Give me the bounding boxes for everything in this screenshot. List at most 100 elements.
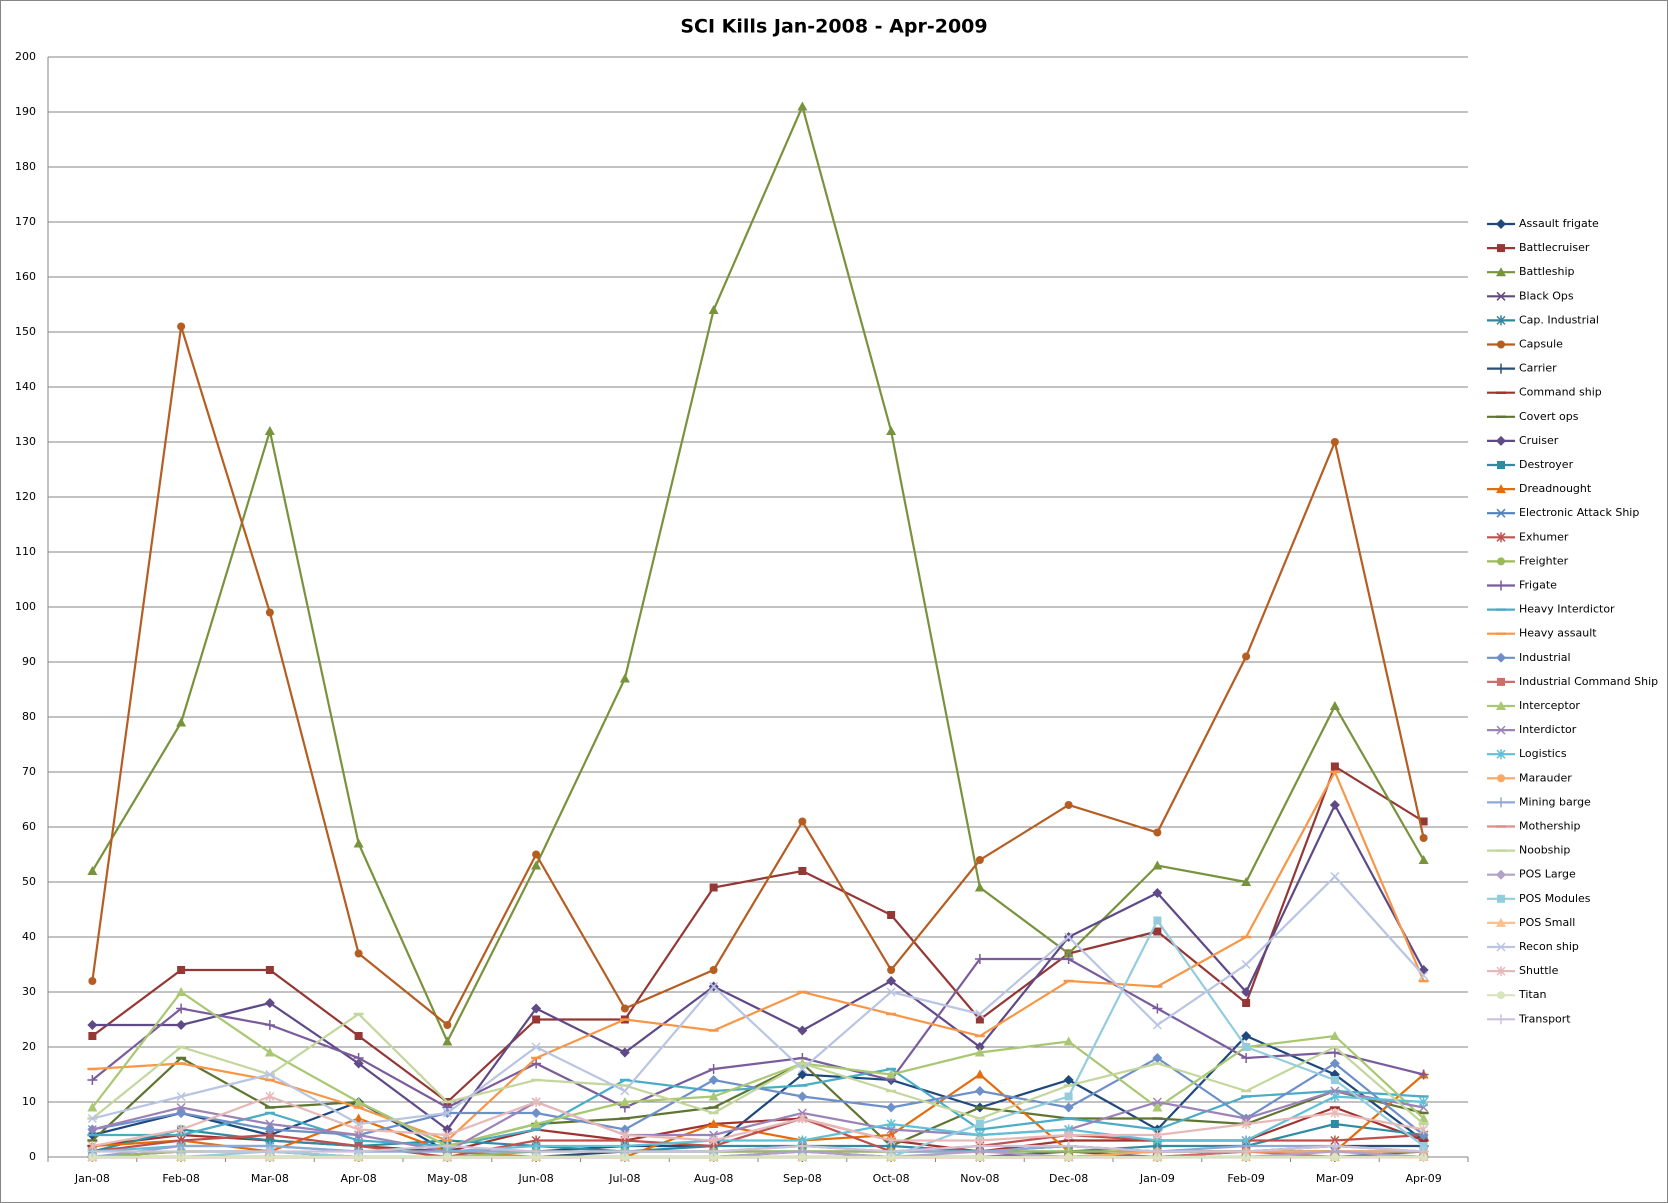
data-point	[1329, 701, 1340, 710]
data-point	[620, 1004, 629, 1013]
data-point	[443, 1153, 452, 1161]
data-point	[531, 1119, 542, 1128]
data-point	[887, 911, 896, 919]
data-point	[265, 1069, 275, 1080]
x-tick-label: Jan-09	[1139, 1172, 1175, 1185]
legend-marker	[1497, 774, 1505, 783]
legend-label: Exhumer	[1519, 530, 1569, 543]
x-tick-label: Oct-08	[873, 1172, 910, 1185]
data-point	[886, 976, 897, 986]
data-point	[1330, 871, 1340, 882]
data-point	[797, 1113, 807, 1124]
data-point	[1153, 916, 1162, 925]
data-point	[708, 305, 719, 314]
y-tick-label: 110	[15, 545, 36, 558]
legend-marker	[1496, 749, 1506, 760]
series-line	[92, 1144, 1424, 1153]
legend-marker	[1497, 894, 1505, 903]
x-tick-label: Nov-08	[960, 1172, 999, 1185]
series-line	[91, 1056, 1424, 1148]
legend-marker	[1496, 363, 1506, 374]
data-point	[532, 850, 541, 859]
y-tick-label: 200	[15, 50, 36, 63]
series-line	[91, 957, 1424, 1109]
data-point	[1329, 1047, 1340, 1058]
data-point	[442, 1036, 453, 1046]
data-point	[709, 966, 718, 974]
data-point	[531, 860, 542, 870]
data-point	[177, 1153, 186, 1161]
data-point	[708, 1146, 719, 1157]
data-point	[1419, 1142, 1428, 1150]
data-point	[708, 1091, 719, 1101]
data-point	[177, 322, 186, 331]
data-point	[886, 426, 897, 435]
data-point	[1152, 1020, 1162, 1030]
legend-label: Mining barge	[1519, 795, 1591, 808]
data-point	[798, 817, 807, 826]
data-point	[975, 856, 984, 864]
data-point	[1419, 1097, 1429, 1107]
data-point	[1152, 888, 1163, 898]
data-point	[1329, 1058, 1340, 1069]
data-point	[709, 981, 719, 992]
data-point	[1419, 1153, 1428, 1161]
data-point	[264, 1146, 275, 1157]
data-point	[1241, 1119, 1251, 1129]
data-point	[975, 1120, 984, 1128]
data-point	[265, 1119, 275, 1129]
legend-label: Cruiser	[1519, 434, 1559, 447]
legend-label: Heavy Interdictor	[1519, 603, 1615, 616]
data-point	[353, 1053, 364, 1063]
data-point	[797, 1064, 807, 1074]
y-tick-label: 50	[22, 875, 36, 888]
data-point	[1063, 1141, 1074, 1151]
data-point	[87, 1113, 97, 1124]
data-point	[88, 1032, 97, 1040]
data-point	[1153, 1142, 1162, 1150]
data-point	[886, 987, 896, 997]
legend-label: Battlecruiser	[1519, 241, 1590, 254]
legend-marker	[1497, 244, 1505, 253]
x-tick-label: Sep-08	[783, 1172, 822, 1185]
x-tick-label: Aug-08	[694, 1172, 733, 1185]
data-point	[1152, 1003, 1163, 1014]
data-point	[531, 1097, 541, 1107]
data-point	[1153, 828, 1162, 837]
legend-label: Covert ops	[1519, 410, 1579, 423]
legend-label: Noobship	[1519, 844, 1570, 857]
legend-marker	[1496, 291, 1506, 301]
data-point	[1330, 1153, 1339, 1161]
data-point	[353, 1058, 364, 1069]
data-point	[886, 1102, 897, 1113]
legend-marker	[1496, 508, 1506, 518]
legend-label: Shuttle	[1519, 964, 1559, 977]
data-point	[797, 1141, 808, 1151]
data-point	[974, 1141, 985, 1151]
legend-marker	[1496, 484, 1506, 494]
data-point	[1330, 1091, 1340, 1102]
data-point	[264, 998, 275, 1008]
data-point	[176, 987, 187, 996]
data-point	[353, 838, 364, 848]
data-point	[87, 866, 98, 875]
data-point	[798, 1153, 807, 1161]
data-point	[1419, 1124, 1429, 1135]
data-point	[1329, 800, 1340, 810]
data-point	[1152, 1102, 1163, 1112]
legend-label: Transport	[1518, 1012, 1571, 1025]
data-point	[1063, 948, 1074, 958]
legend-label: Recon ship	[1519, 940, 1579, 953]
data-point	[974, 954, 985, 964]
data-point	[176, 1020, 187, 1030]
data-point	[265, 1136, 274, 1145]
series-line	[91, 103, 1425, 1045]
data-point	[1330, 438, 1339, 446]
data-point	[1063, 1075, 1074, 1085]
data-point	[1241, 1146, 1252, 1157]
data-point	[1064, 801, 1073, 809]
legend-marker	[1497, 557, 1505, 566]
data-point	[709, 883, 718, 892]
